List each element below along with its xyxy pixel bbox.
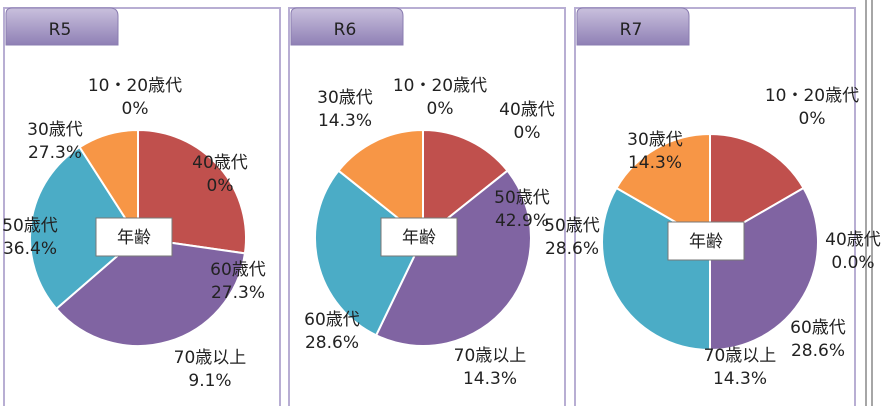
slice-category: 30歳代 (317, 88, 373, 108)
pie-slice (54, 236, 247, 347)
slice-category: 50歳代 (2, 216, 58, 236)
center-label: 年齢 (402, 228, 436, 248)
pie-slice (29, 145, 140, 311)
slice-value: 28.6% (305, 333, 359, 353)
tab-title: R5 (49, 20, 72, 40)
slice-value: 27.3% (211, 283, 265, 303)
pie-slice (337, 128, 424, 241)
slice-category: 40歳代 (192, 153, 248, 173)
slice-value: 28.6% (545, 239, 599, 259)
tab-title: R6 (334, 20, 357, 40)
slice-category: 10・20歳代 (765, 86, 859, 106)
pie-slice (615, 132, 711, 244)
slice-category: 30歳代 (627, 130, 683, 150)
slice-category: 50歳代 (494, 188, 550, 208)
slice-category: 10・20歳代 (393, 76, 487, 96)
slice-category: 40歳代 (499, 100, 555, 120)
slice-category: 70歳以上 (704, 346, 777, 366)
panel (288, 7, 566, 406)
slice-value: 0% (207, 176, 234, 196)
tab (5, 7, 119, 46)
center-label: 年齢 (117, 228, 151, 248)
slice-value: 27.3% (28, 143, 82, 163)
pie-slice (422, 128, 509, 241)
slice-category: 70歳以上 (174, 348, 247, 368)
slice-value: 42.9% (495, 211, 549, 231)
pie-slice (709, 132, 805, 244)
tab-title: R7 (620, 20, 643, 40)
center-box (380, 217, 458, 257)
slice-category: 60歳代 (304, 310, 360, 330)
pie-slice (374, 169, 532, 347)
slice-value: 28.6% (791, 341, 845, 361)
center-box (95, 217, 173, 257)
slice-category: 40歳代 (825, 230, 881, 250)
slice-value: 0.0% (831, 253, 874, 273)
tab (290, 7, 404, 46)
panel (574, 7, 856, 406)
slice-category: 60歳代 (210, 260, 266, 280)
pie-slice (78, 128, 139, 242)
slice-value: 0% (514, 123, 541, 143)
center-box (667, 221, 745, 261)
slice-value: 14.3% (713, 369, 767, 389)
slice-category: 10・20歳代 (88, 76, 182, 96)
slice-category: 70歳以上 (454, 346, 527, 366)
slice-value: 14.3% (463, 369, 517, 389)
slice-value: 0% (122, 99, 149, 119)
slice-value: 9.1% (188, 371, 231, 391)
slice-value: 0% (799, 109, 826, 129)
tab (576, 7, 690, 46)
slice-category: 50歳代 (544, 216, 600, 236)
slice-value: 14.3% (628, 153, 682, 173)
slice-value: 14.3% (318, 111, 372, 131)
slice-value: 0% (427, 99, 454, 119)
panel (3, 7, 281, 406)
pie-slice (314, 169, 425, 337)
center-label: 年齢 (689, 232, 723, 252)
slice-value: 36.4% (3, 239, 57, 259)
slice-category: 30歳代 (27, 120, 83, 140)
slice-category: 60歳代 (790, 318, 846, 338)
